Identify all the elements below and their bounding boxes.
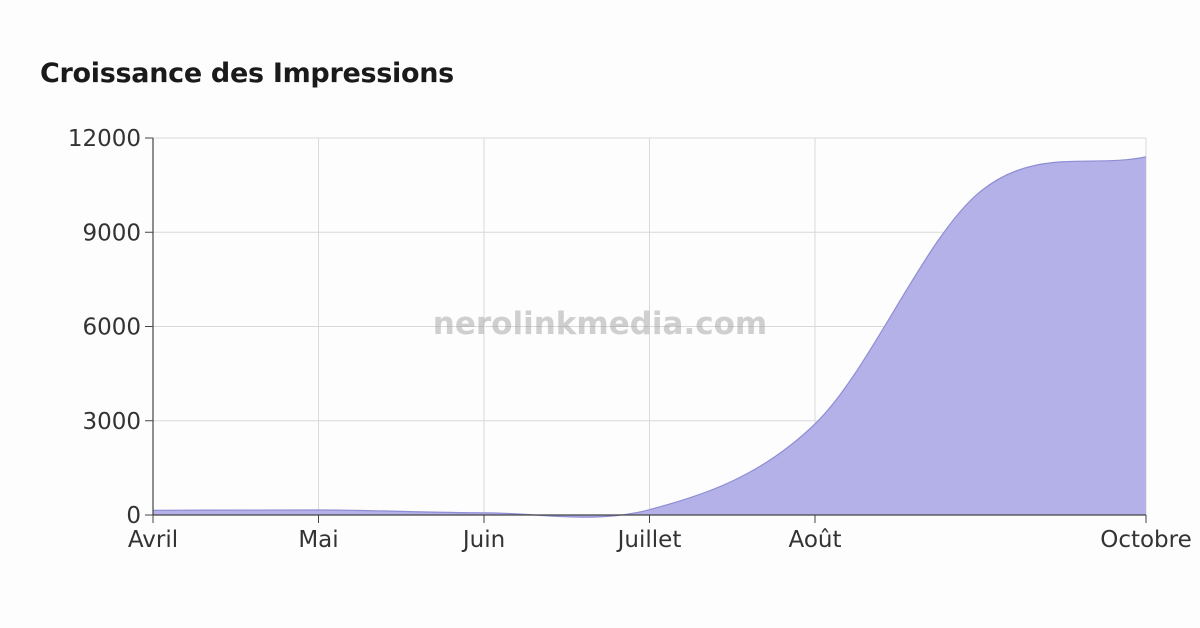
y-tick-label: 0 [126,503,141,529]
x-tick-label: Juillet [616,527,682,553]
x-tick-label: Octobre [1100,527,1192,553]
y-tick-label: 12000 [68,126,141,152]
y-tick-label: 3000 [82,409,141,435]
x-tick-label: Juin [461,527,505,553]
watermark: nerolinkmedia.com [432,306,768,342]
x-tick-label: Avril [128,527,178,553]
area-fill [153,156,1146,518]
x-tick-label: Mai [298,527,338,553]
x-tick-label: Août [789,527,842,553]
y-tick-label: 9000 [82,220,141,246]
y-tick-label: 6000 [82,315,141,341]
chart-title: Croissance des Impressions [40,58,454,89]
area-line [152,156,1147,518]
